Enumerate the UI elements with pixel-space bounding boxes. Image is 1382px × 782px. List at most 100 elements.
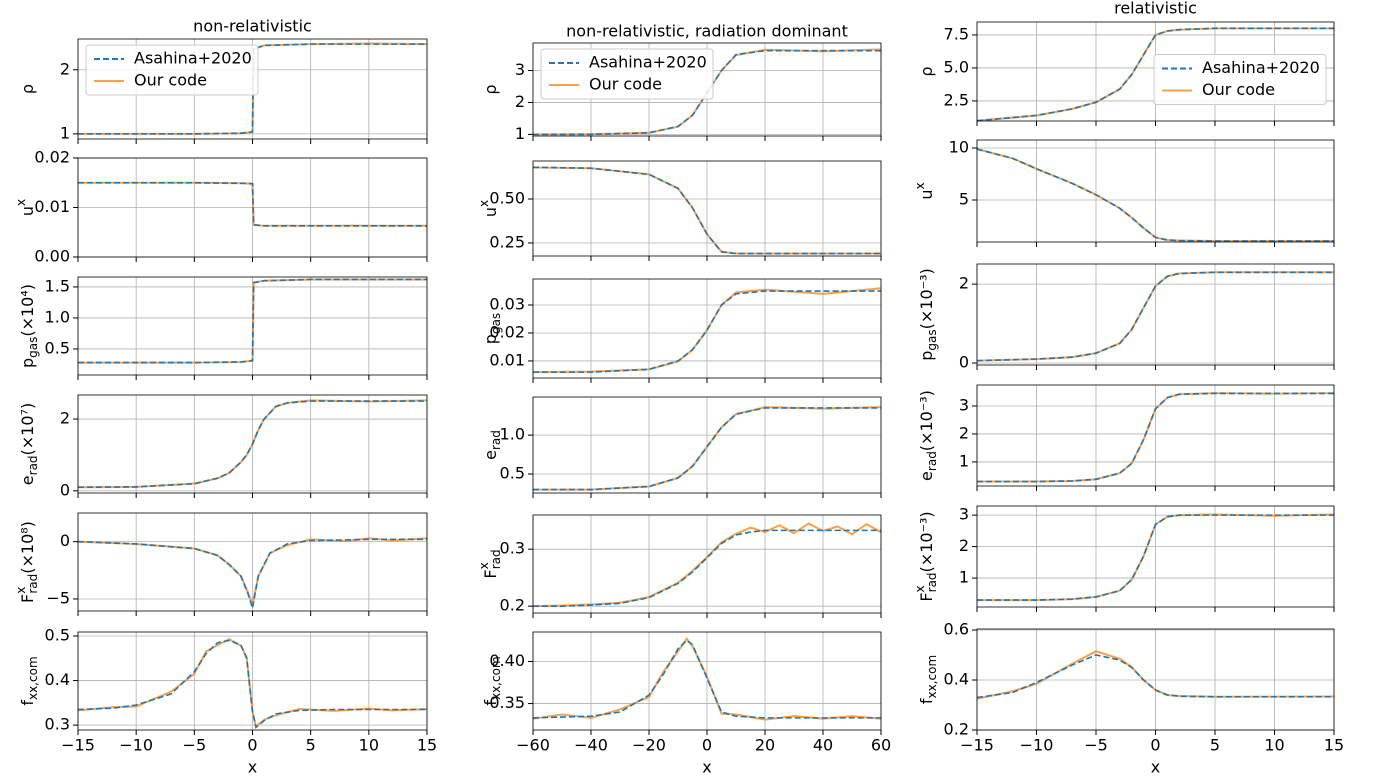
panel: 0 2 pgas(×10⁻³) [917, 263, 1335, 372]
y-axis-label-part: gas [26, 337, 40, 358]
y-axis-label-part: x [14, 199, 28, 206]
y-tick-label: 2 [60, 59, 70, 78]
x-tick-label: −5 [1084, 736, 1108, 755]
y-tick-label: 0 [959, 353, 969, 372]
y-axis-label: ux [913, 182, 936, 199]
y-tick-label: 0.5 [45, 338, 70, 357]
y-axis-label-part: p [917, 351, 936, 361]
y-axis-label: pgas [481, 313, 503, 344]
y-tick-label: 0.02 [34, 148, 70, 167]
y-axis-label: erad(×10⁻³) [917, 390, 939, 481]
y-axis-label: erad [481, 430, 503, 460]
x-tick-label: 60 [871, 736, 891, 755]
y-axis-label: fxx,com [917, 655, 939, 704]
y-axis-label-part: rad [26, 574, 40, 594]
legend-box [1153, 54, 1327, 105]
y-tick-label: 0.5 [500, 464, 525, 483]
y-tick-label: 2 [959, 536, 969, 555]
axes-frame [532, 396, 882, 494]
y-tick-label: 2.5 [944, 90, 969, 109]
y-tick-label: 0.3 [500, 539, 525, 558]
axes-frame [976, 505, 1335, 608]
y-tick-label: 5 [959, 189, 969, 208]
y-axis-label-part: e [18, 475, 37, 485]
y-axis-label: ρ [917, 66, 936, 76]
y-axis-label: Fxrad(×10⁻³) [913, 511, 939, 601]
line-series [77, 400, 427, 489]
y-axis-label-part: (×10⁸) [18, 521, 37, 574]
y-axis-label-part: ρ [18, 84, 37, 94]
y-axis-label-part: e [481, 450, 500, 460]
y-tick-label: 1.0 [45, 307, 70, 326]
y-axis-label-part: F [18, 594, 37, 603]
y-tick-label: 1 [515, 124, 525, 143]
y-axis-label: pgas(×10⁴) [18, 284, 40, 368]
y-tick-label: 0.6 [944, 620, 969, 639]
panel: 2.5 5.0 7.5 ρ relativistic Asahina+2020 Our co… [917, 0, 1335, 126]
y-axis-label-part: x [477, 200, 491, 207]
line-series [533, 290, 881, 373]
y-axis-label: ρ [18, 84, 37, 94]
y-axis-label: pgas(×10⁻³) [917, 268, 939, 361]
x-axis-label: x [1151, 758, 1160, 777]
axes-frame [77, 394, 428, 494]
x-tick-label: 0 [702, 736, 712, 755]
panel: −15 −10 −5 0 5 10 15 0.2 0.4 0.6 fxx,com x [917, 620, 1345, 777]
y-axis-label-part: (×10⁴) [18, 284, 37, 337]
y-tick-label: 1.0 [500, 425, 525, 444]
panel: −15 −10 −5 0 5 10 15 0.3 0.4 0.5 fxx,com x [18, 626, 438, 777]
y-axis-label-part: xx,com [925, 655, 939, 699]
panel: 0.00 0.01 0.02 ux [14, 148, 428, 266]
y-axis-label-part: rad [925, 451, 939, 471]
line-series [533, 529, 881, 607]
y-tick-label: 2 [959, 423, 969, 442]
legend-label: Our code [134, 71, 207, 90]
panel: 5 10 ux [913, 138, 1335, 247]
axes-frame [532, 42, 882, 137]
x-tick-label: −40 [574, 736, 608, 755]
y-tick-label: 2 [60, 409, 70, 428]
y-tick-label: 0.50 [489, 189, 525, 208]
y-axis-label-part: gas [489, 313, 503, 334]
chart-title: non-relativistic [193, 17, 312, 36]
x-tick-label: −10 [119, 736, 153, 755]
y-tick-label: 3 [515, 60, 525, 79]
line-series [78, 278, 427, 364]
panel: 0 2 erad(×10⁷) [18, 394, 428, 499]
y-axis-label-part: gas [925, 329, 939, 350]
y-tick-label: 0.4 [944, 670, 969, 689]
y-axis-label-part: x [477, 562, 491, 569]
panel: 1 2 3 ρ non-relativistic, radiation dominant… [481, 22, 882, 143]
x-tick-label: 5 [306, 736, 316, 755]
x-tick-label: −15 [61, 736, 95, 755]
y-axis-label: ux [477, 200, 500, 217]
x-tick-label: −5 [183, 736, 207, 755]
y-tick-label: 0.00 [34, 247, 70, 266]
axes-frame [532, 631, 882, 731]
x-tick-label: 5 [1210, 736, 1220, 755]
legend: Asahina+2020 Our code [540, 48, 714, 100]
y-axis-label-part: (×10⁻³) [917, 390, 936, 451]
y-axis-label-part: f [481, 700, 500, 706]
panel: 0.5 1.0 1.5 pgas(×10⁴) [18, 276, 428, 380]
y-tick-label: 0.2 [944, 720, 969, 739]
x-tick-label: 20 [755, 736, 775, 755]
chart-title: non-relativistic, radiation dominant [566, 22, 848, 41]
y-axis-label-part: rad [26, 455, 40, 475]
x-axis-label: x [702, 758, 711, 777]
x-tick-label: 0 [1150, 736, 1160, 755]
y-axis-label-part: xx,com [26, 656, 40, 700]
axes-frame [976, 21, 1335, 122]
line-series [77, 538, 427, 609]
y-tick-label: 0.25 [489, 232, 525, 251]
x-tick-label: 15 [417, 736, 437, 755]
axes-frame [976, 384, 1335, 487]
panel: 1 2 3 erad(×10⁻³) [917, 384, 1335, 491]
axes-frame [532, 514, 882, 614]
y-axis-label-part: ρ [481, 84, 500, 94]
y-tick-label: 0.02 [489, 322, 525, 341]
x-tick-label: 10 [1264, 736, 1284, 755]
